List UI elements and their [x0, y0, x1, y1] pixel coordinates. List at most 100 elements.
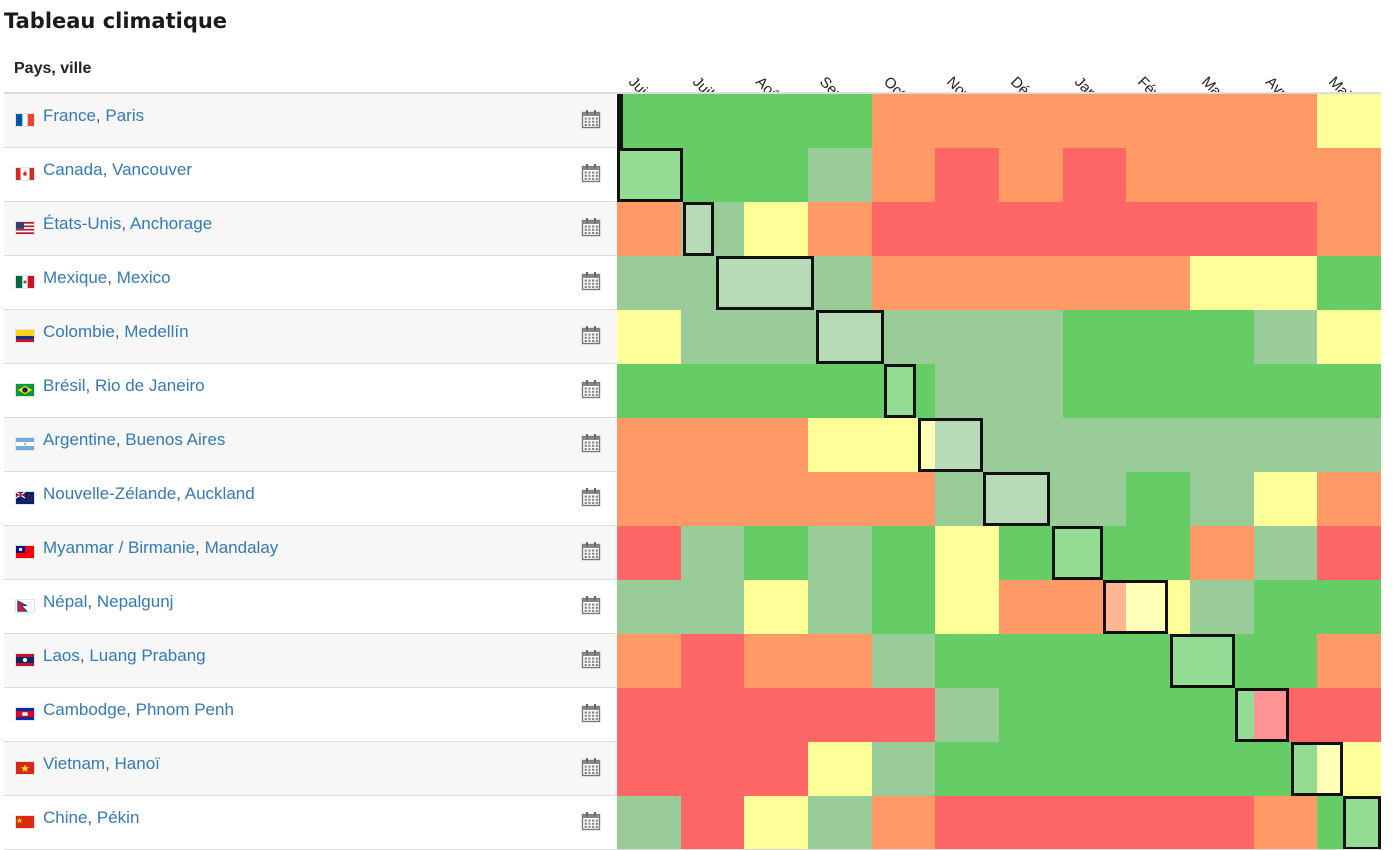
climate-cell[interactable]	[999, 364, 1063, 418]
climate-cell[interactable]	[1063, 418, 1126, 472]
climate-cell[interactable]	[681, 634, 744, 688]
calendar-icon[interactable]	[581, 649, 601, 669]
climate-cell[interactable]	[617, 580, 681, 634]
climate-cell[interactable]	[1190, 256, 1254, 310]
climate-cell[interactable]	[1317, 310, 1381, 364]
climate-cell[interactable]	[744, 634, 808, 688]
country-link[interactable]: Laos	[43, 646, 80, 665]
climate-cell[interactable]	[744, 580, 808, 634]
climate-cell[interactable]	[1317, 634, 1381, 688]
climate-cell[interactable]	[935, 634, 999, 688]
climate-cell[interactable]	[1190, 418, 1254, 472]
country-link[interactable]: Brésil	[43, 376, 86, 395]
climate-cell[interactable]	[1063, 688, 1126, 742]
climate-cell[interactable]	[1254, 202, 1317, 256]
climate-cell[interactable]	[1063, 742, 1126, 796]
climate-cell[interactable]	[1190, 310, 1254, 364]
climate-cell[interactable]	[744, 472, 808, 526]
climate-cell[interactable]	[617, 94, 681, 148]
calendar-icon[interactable]	[581, 109, 601, 129]
calendar-icon[interactable]	[581, 541, 601, 561]
climate-cell[interactable]	[744, 202, 808, 256]
climate-cell[interactable]	[1063, 364, 1126, 418]
calendar-icon[interactable]	[581, 811, 601, 831]
city-link[interactable]: Phnom Penh	[135, 700, 234, 719]
climate-cell[interactable]	[1254, 526, 1317, 580]
climate-cell[interactable]	[1126, 310, 1190, 364]
climate-cell[interactable]	[1254, 634, 1317, 688]
climate-cell[interactable]	[999, 688, 1063, 742]
climate-cell[interactable]	[744, 364, 808, 418]
climate-cell[interactable]	[935, 148, 999, 202]
climate-cell[interactable]	[1126, 418, 1190, 472]
climate-cell[interactable]	[1126, 634, 1190, 688]
climate-cell[interactable]	[872, 526, 935, 580]
climate-cell[interactable]	[935, 202, 999, 256]
climate-cell[interactable]	[617, 472, 681, 526]
city-link[interactable]: Anchorage	[129, 214, 213, 233]
climate-cell[interactable]	[999, 472, 1063, 526]
climate-cell[interactable]	[1317, 796, 1381, 850]
climate-cell[interactable]	[1317, 256, 1381, 310]
climate-cell[interactable]	[1063, 472, 1126, 526]
country-link[interactable]: France	[43, 106, 96, 125]
climate-cell[interactable]	[681, 688, 744, 742]
calendar-icon[interactable]	[581, 217, 601, 237]
climate-cell[interactable]	[681, 364, 744, 418]
country-link[interactable]: États-Unis	[43, 214, 122, 233]
climate-cell[interactable]	[935, 796, 999, 850]
climate-cell[interactable]	[935, 418, 999, 472]
climate-cell[interactable]	[1317, 688, 1381, 742]
climate-cell[interactable]	[935, 688, 999, 742]
climate-cell[interactable]	[1190, 94, 1254, 148]
country-link[interactable]: Chine	[43, 808, 88, 827]
climate-cell[interactable]	[935, 310, 999, 364]
climate-cell[interactable]	[617, 364, 681, 418]
climate-cell[interactable]	[935, 94, 999, 148]
climate-cell[interactable]	[1317, 418, 1381, 472]
city-link[interactable]: Auckland	[184, 484, 255, 503]
climate-cell[interactable]	[681, 310, 744, 364]
climate-cell[interactable]	[617, 742, 681, 796]
climate-cell[interactable]	[1190, 742, 1254, 796]
climate-cell[interactable]	[617, 256, 681, 310]
climate-cell[interactable]	[1317, 202, 1381, 256]
climate-cell[interactable]	[999, 310, 1063, 364]
climate-cell[interactable]	[999, 580, 1063, 634]
climate-cell[interactable]	[808, 94, 872, 148]
country-link[interactable]: Nouvelle-Zélande	[43, 484, 177, 503]
climate-cell[interactable]	[1190, 472, 1254, 526]
climate-cell[interactable]	[617, 202, 681, 256]
climate-cell[interactable]	[1254, 418, 1317, 472]
calendar-icon[interactable]	[581, 163, 601, 183]
climate-cell[interactable]	[872, 202, 935, 256]
climate-cell[interactable]	[999, 418, 1063, 472]
country-link[interactable]: Vietnam	[43, 754, 106, 773]
climate-cell[interactable]	[1063, 94, 1126, 148]
climate-cell[interactable]	[935, 472, 999, 526]
climate-cell[interactable]	[1126, 742, 1190, 796]
climate-cell[interactable]	[1063, 148, 1126, 202]
country-link[interactable]: Mexique	[43, 268, 108, 287]
climate-cell[interactable]	[872, 742, 935, 796]
climate-cell[interactable]	[1063, 634, 1126, 688]
climate-cell[interactable]	[1126, 688, 1190, 742]
climate-cell[interactable]	[808, 256, 872, 310]
climate-cell[interactable]	[999, 742, 1063, 796]
climate-cell[interactable]	[1254, 580, 1317, 634]
climate-cell[interactable]	[1254, 310, 1317, 364]
climate-cell[interactable]	[872, 688, 935, 742]
climate-cell[interactable]	[1254, 94, 1317, 148]
city-link[interactable]: Paris	[105, 106, 145, 125]
climate-cell[interactable]	[617, 688, 681, 742]
city-link[interactable]: Vancouver	[112, 160, 193, 179]
climate-cell[interactable]	[872, 796, 935, 850]
climate-cell[interactable]	[1063, 310, 1126, 364]
calendar-icon[interactable]	[581, 487, 601, 507]
climate-cell[interactable]	[999, 796, 1063, 850]
climate-cell[interactable]	[872, 148, 935, 202]
climate-cell[interactable]	[1126, 256, 1190, 310]
climate-cell[interactable]	[1126, 472, 1190, 526]
climate-cell[interactable]	[872, 580, 935, 634]
climate-cell[interactable]	[999, 202, 1063, 256]
